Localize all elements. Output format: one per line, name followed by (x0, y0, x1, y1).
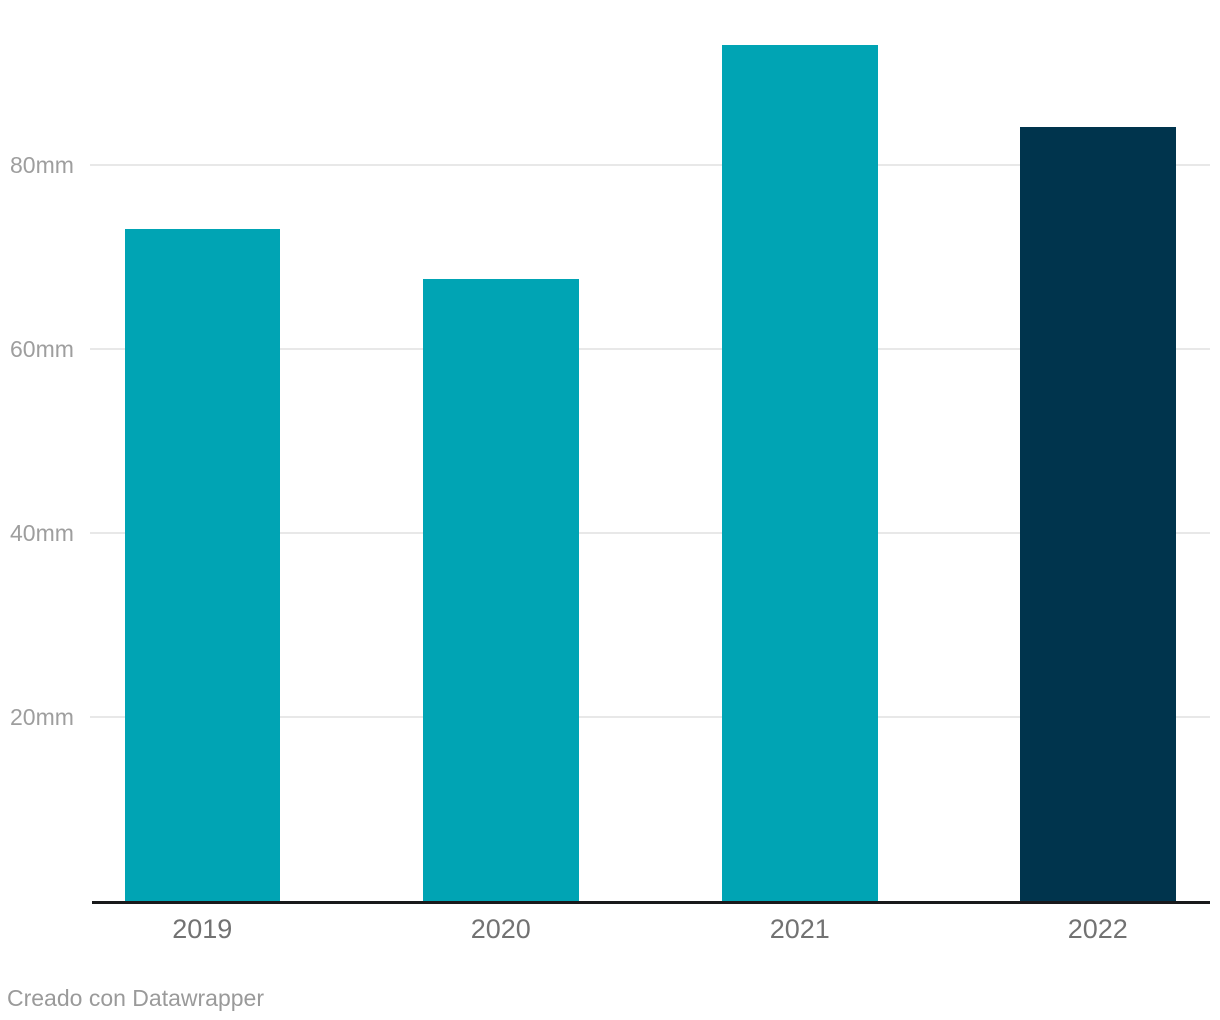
datawrapper-credit-link[interactable]: Creado con Datawrapper (7, 985, 264, 1011)
x-axis-label-2021: 2021 (769, 914, 830, 944)
x-axis-label-2020: 2020 (470, 914, 531, 944)
bar-2021[interactable] (722, 45, 878, 901)
x-axis-label-2022: 2022 (1067, 914, 1128, 944)
x-axis-label-2019: 2019 (172, 914, 233, 944)
gridline-80mm (90, 164, 1210, 166)
bar-2020[interactable] (423, 279, 579, 901)
bar-2022[interactable] (1020, 127, 1176, 901)
gridline-40mm (90, 532, 1210, 534)
gridline-60mm (90, 348, 1210, 350)
gridline-20mm (90, 716, 1210, 718)
y-axis-tick-label: 80mm (10, 152, 74, 178)
y-axis-tick-label: 60mm (10, 336, 74, 362)
bar-2019[interactable] (124, 229, 280, 901)
y-axis-tick-label: 20mm (10, 704, 74, 730)
x-axis-line (92, 901, 1210, 904)
y-axis-tick-label: 40mm (10, 520, 74, 546)
